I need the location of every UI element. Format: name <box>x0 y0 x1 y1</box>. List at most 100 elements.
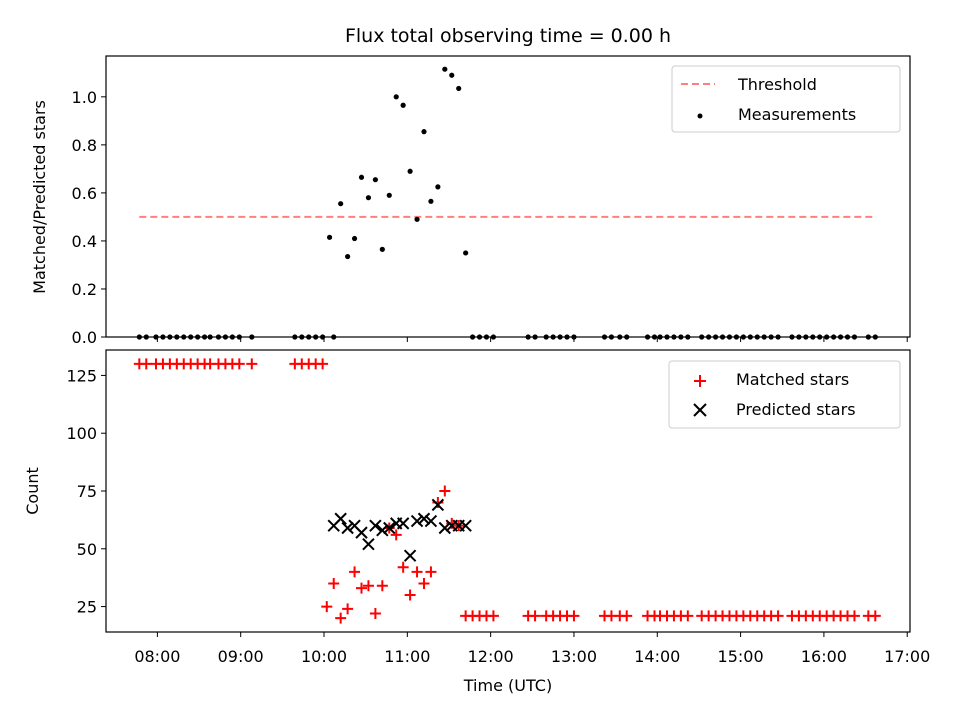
measurement-point <box>207 334 213 340</box>
measurement-point <box>712 334 719 340</box>
predicted-star-marker <box>431 498 445 512</box>
measurement-point <box>442 66 448 72</box>
measurement-point <box>747 334 753 340</box>
measurements-legend-label: Measurements <box>738 105 856 124</box>
matched-star-marker <box>772 610 784 622</box>
measurement-point <box>174 334 180 340</box>
measurement-point <box>844 334 851 340</box>
measurement-point <box>532 334 538 340</box>
predicted-star-marker <box>438 521 452 535</box>
measurement-point <box>400 102 406 108</box>
top-legend: Threshold Measurements <box>671 65 901 133</box>
matched-star-marker <box>425 566 437 578</box>
matched-star-marker <box>568 610 580 622</box>
matched-star-marker <box>140 358 152 370</box>
x-axis-label: Time (UTC) <box>463 676 552 695</box>
x-tick-label: 15:00 <box>718 647 764 666</box>
bottom-panel: 25 50 75 100 125 08:00 09:00 10:00 11:00 12:00 13:… <box>66 349 930 666</box>
measurement-point <box>421 129 427 135</box>
measurement-point <box>160 334 166 340</box>
predicted-legend-label: Predicted stars <box>736 400 856 419</box>
threshold-legend-label: Threshold <box>737 75 817 94</box>
measurement-point <box>229 334 235 340</box>
measurement-point <box>796 334 802 340</box>
chart-title: Flux total observing time = 0.00 h <box>345 25 671 47</box>
measurement-point <box>476 334 483 340</box>
measurement-point <box>222 334 229 340</box>
top-y-tick-label: 0.0 <box>72 328 97 347</box>
measurement-point <box>358 174 365 180</box>
measurement-point <box>449 72 455 78</box>
measurement-point <box>386 192 392 198</box>
predicted-star-marker <box>334 512 347 525</box>
measurement-point <box>167 334 173 340</box>
x-tick-label: 13:00 <box>551 647 597 666</box>
measurement-point <box>571 334 577 340</box>
measurement-point <box>306 334 312 340</box>
top-y-tick-label: 0.6 <box>72 184 97 203</box>
matched-star-marker <box>342 603 354 615</box>
top-panel-frame <box>105 55 911 338</box>
measurement-point <box>414 216 420 222</box>
measurement-point <box>678 334 684 340</box>
measurement-point <box>699 334 705 340</box>
x-tick-label: 17:00 <box>884 647 930 666</box>
measurement-point <box>365 195 372 201</box>
measurement-point <box>671 334 677 340</box>
measurement-point <box>865 334 871 340</box>
measurement-point <box>299 334 305 340</box>
measurement-point <box>550 334 556 340</box>
measurement-point <box>215 334 222 340</box>
predicted-star-marker <box>424 514 438 528</box>
measurement-point <box>851 334 858 340</box>
measurement-point <box>320 334 326 340</box>
measurement-point <box>706 334 712 340</box>
matched-star-marker <box>369 608 381 620</box>
matched-star-marker <box>397 561 409 573</box>
top-y-tick-label: 0.8 <box>72 136 97 155</box>
measurement-point <box>345 253 351 260</box>
measurement-point <box>564 334 570 340</box>
measurement-point <box>249 334 255 340</box>
measurement-point <box>393 94 399 100</box>
measurement-point <box>754 334 760 340</box>
matched-star-marker <box>418 577 430 589</box>
measurement-point <box>803 334 809 340</box>
measurement-point <box>837 334 844 340</box>
top-y-tick-label: 1.0 <box>72 88 97 107</box>
matched-star-marker <box>404 589 416 601</box>
predicted-star-marker <box>369 519 382 532</box>
matched-star-marker <box>529 610 541 622</box>
measurement-point <box>338 201 344 207</box>
measurement-point <box>407 168 413 174</box>
matched-star-marker <box>335 612 347 624</box>
matched-star-marker <box>439 485 451 497</box>
matched-star-marker <box>321 601 333 613</box>
measurement-point <box>872 334 878 340</box>
measurement-point <box>456 85 462 92</box>
measurement-point <box>351 235 358 242</box>
predicted-star-marker <box>410 514 424 528</box>
matched-star-marker <box>356 582 368 594</box>
predicted-star-marker <box>376 524 389 537</box>
matched-star-marker <box>869 610 881 622</box>
matched-star-marker <box>390 529 402 541</box>
bottom-y-axis-label: Count <box>23 467 42 515</box>
matched-legend-swatch <box>694 375 706 387</box>
bottom-y-tick-label: 100 <box>66 424 97 443</box>
predicted-star-marker <box>362 537 375 551</box>
top-panel: 0.0 0.2 0.4 0.6 0.8 1.0 <box>72 55 911 347</box>
x-tick-label: 11:00 <box>384 647 430 666</box>
x-tick-label: 09:00 <box>218 647 264 666</box>
top-y-tick-label: 0.2 <box>72 280 97 299</box>
matched-star-marker <box>362 580 374 592</box>
matched-star-marker <box>246 358 258 370</box>
predicted-star-marker <box>355 526 368 539</box>
measurement-point <box>483 334 490 340</box>
measurement-point <box>469 334 476 340</box>
measurement-point <box>761 334 767 340</box>
measurement-point <box>201 334 208 340</box>
bottom-y-tick-label: 50 <box>77 540 97 559</box>
measurement-point <box>810 334 816 340</box>
measurement-point <box>624 334 630 340</box>
